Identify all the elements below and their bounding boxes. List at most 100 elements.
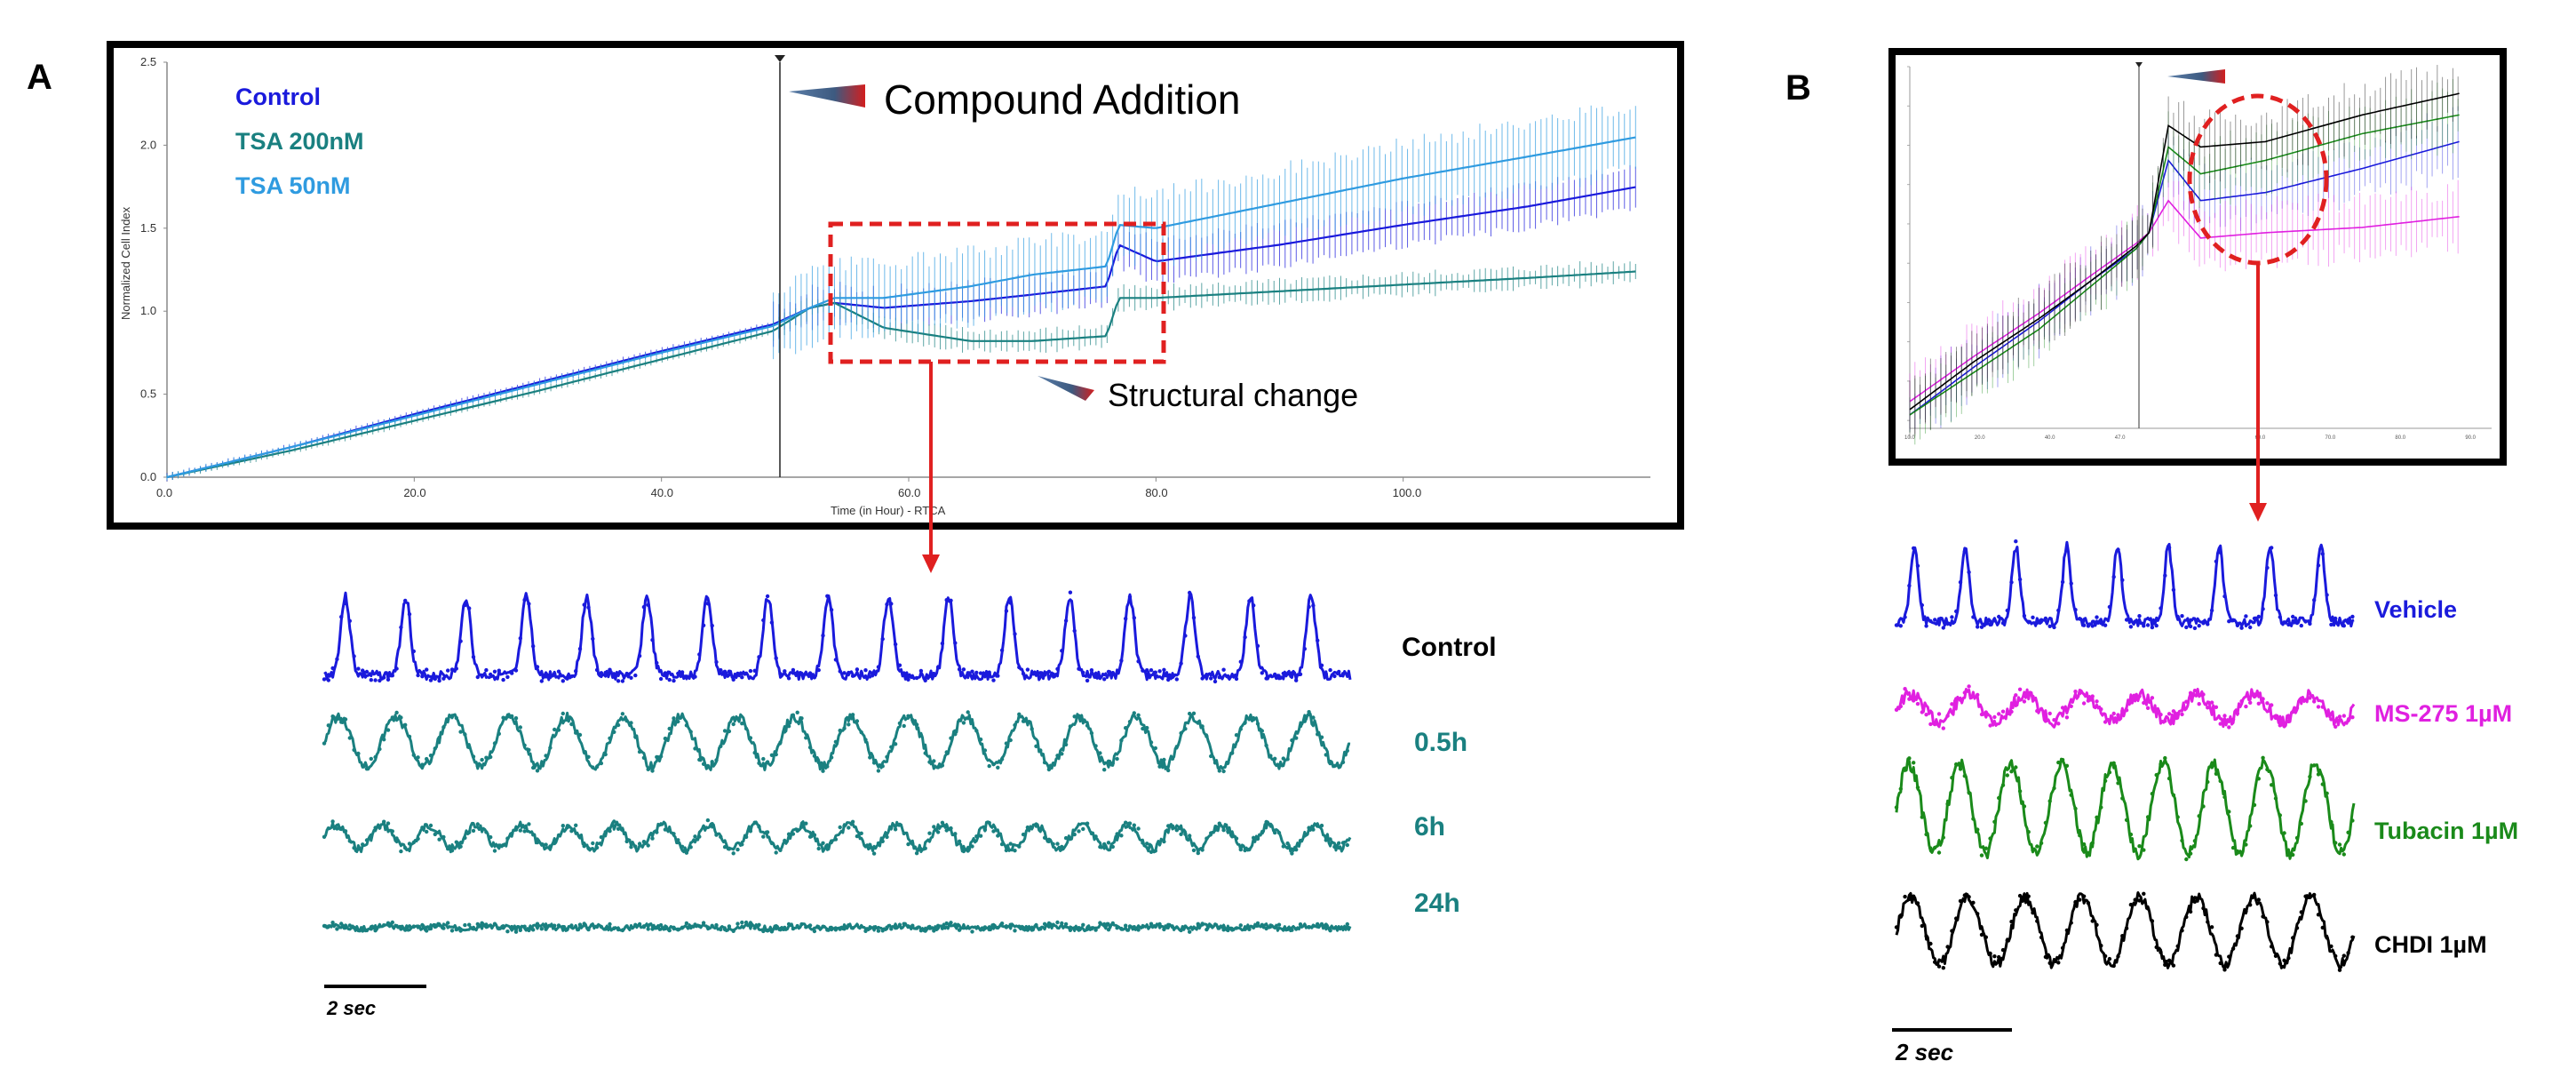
trace-dot bbox=[633, 735, 638, 739]
trace-dot bbox=[1205, 927, 1209, 932]
trace-dot bbox=[2252, 802, 2257, 808]
trace-6h bbox=[322, 818, 1352, 856]
trace-dot bbox=[577, 732, 583, 738]
trace-dot bbox=[2334, 953, 2338, 959]
trace-dot bbox=[693, 834, 697, 839]
trace-dot bbox=[1992, 819, 1997, 824]
trace-dot bbox=[1979, 932, 1984, 937]
trace-dot bbox=[1979, 853, 1984, 858]
trace-dot bbox=[688, 925, 693, 930]
trace-dot bbox=[697, 652, 702, 657]
trace-dot bbox=[322, 834, 327, 839]
trace-dot bbox=[655, 754, 659, 760]
trace-dot bbox=[829, 839, 834, 843]
trace-dot bbox=[2142, 848, 2146, 852]
trace-dot bbox=[2227, 954, 2231, 959]
trace-dot bbox=[876, 841, 881, 846]
trace-dot bbox=[1077, 829, 1081, 834]
trace-dot bbox=[386, 728, 391, 732]
trace-dot bbox=[2325, 791, 2329, 795]
trace-dot bbox=[352, 846, 356, 850]
trace-dot bbox=[663, 671, 668, 675]
trace-dot bbox=[1102, 842, 1107, 847]
trace-dot bbox=[918, 847, 924, 851]
trace-dot bbox=[1319, 921, 1324, 927]
trace-dot bbox=[2239, 698, 2244, 704]
x-tick-label: 40.0 bbox=[651, 486, 673, 499]
trace-dot bbox=[484, 667, 489, 673]
trace-dot bbox=[2056, 608, 2061, 613]
trace-dot bbox=[693, 674, 697, 679]
trace-dot bbox=[2069, 704, 2073, 708]
trace-dot bbox=[825, 843, 830, 848]
trace-dot bbox=[719, 667, 723, 673]
trace-dot bbox=[2273, 715, 2278, 721]
trace-dot bbox=[774, 656, 778, 660]
trace-dot bbox=[1988, 951, 1992, 956]
trace-dot bbox=[2291, 936, 2295, 940]
trace-dot bbox=[970, 929, 974, 934]
trace-dot bbox=[667, 928, 672, 933]
trace-dot bbox=[2291, 852, 2295, 858]
trace-dot bbox=[513, 716, 519, 721]
trace-dot bbox=[480, 673, 484, 678]
trace-dot bbox=[688, 845, 693, 850]
trace-dot bbox=[1903, 768, 1907, 772]
trace-dot bbox=[2286, 719, 2291, 724]
trace-dot bbox=[2060, 945, 2065, 951]
trace-dot bbox=[594, 667, 600, 673]
trace-dot bbox=[386, 821, 391, 826]
trace-dot bbox=[1166, 824, 1171, 828]
trace-dot bbox=[906, 842, 910, 847]
trace-dot bbox=[2282, 958, 2286, 963]
trace-dot bbox=[1290, 671, 1294, 675]
trace-dot bbox=[974, 670, 979, 675]
trace-dot bbox=[608, 921, 612, 927]
trace-dot bbox=[1898, 704, 1903, 709]
trace-dot bbox=[974, 834, 979, 839]
trace-dot bbox=[522, 743, 527, 747]
trace-dot bbox=[1920, 710, 1924, 714]
trace-dot bbox=[467, 745, 472, 750]
trace-dot bbox=[1153, 746, 1158, 751]
trace-dot bbox=[1992, 618, 1997, 623]
trace-dot bbox=[2137, 614, 2142, 618]
trace-dot bbox=[778, 848, 783, 852]
trace-dot bbox=[2329, 717, 2334, 722]
trace-dot bbox=[1196, 654, 1201, 658]
trace-dot bbox=[1153, 670, 1158, 674]
trace-dot bbox=[663, 926, 668, 931]
trace-dot bbox=[1179, 832, 1183, 836]
trace-dot bbox=[2103, 953, 2108, 959]
x-tick-label: 0.0 bbox=[156, 486, 172, 499]
trace-dot bbox=[2107, 718, 2112, 722]
trace-dot bbox=[633, 844, 638, 849]
trace-dot bbox=[2116, 954, 2120, 959]
trace-dot bbox=[701, 921, 706, 925]
trace-dot bbox=[807, 745, 813, 750]
trace-dot bbox=[910, 674, 915, 680]
trace-dot bbox=[2009, 580, 2014, 585]
trace-dot bbox=[2133, 847, 2137, 851]
trace-dot bbox=[2073, 690, 2078, 694]
trace-dot bbox=[463, 732, 467, 737]
trace-dot bbox=[2073, 806, 2078, 811]
trace-dot bbox=[863, 844, 868, 849]
trace-dot bbox=[2294, 706, 2300, 710]
trace-dot bbox=[565, 717, 569, 722]
trace-dot bbox=[1025, 928, 1030, 932]
trace-dot bbox=[757, 922, 761, 928]
trace-dot bbox=[940, 926, 945, 930]
trace-dot bbox=[352, 747, 356, 753]
trace-dot bbox=[2043, 820, 2048, 826]
trace-dot bbox=[330, 921, 335, 925]
trace-dot bbox=[735, 716, 740, 721]
trace-dot bbox=[825, 928, 830, 932]
trace-dot bbox=[1110, 844, 1116, 850]
trace-dot bbox=[1243, 848, 1247, 853]
trace-dot bbox=[2180, 929, 2184, 933]
trace-dot bbox=[330, 666, 335, 671]
trace-dot bbox=[978, 737, 983, 742]
trace-dot bbox=[420, 674, 425, 679]
trace-dot bbox=[927, 831, 932, 835]
